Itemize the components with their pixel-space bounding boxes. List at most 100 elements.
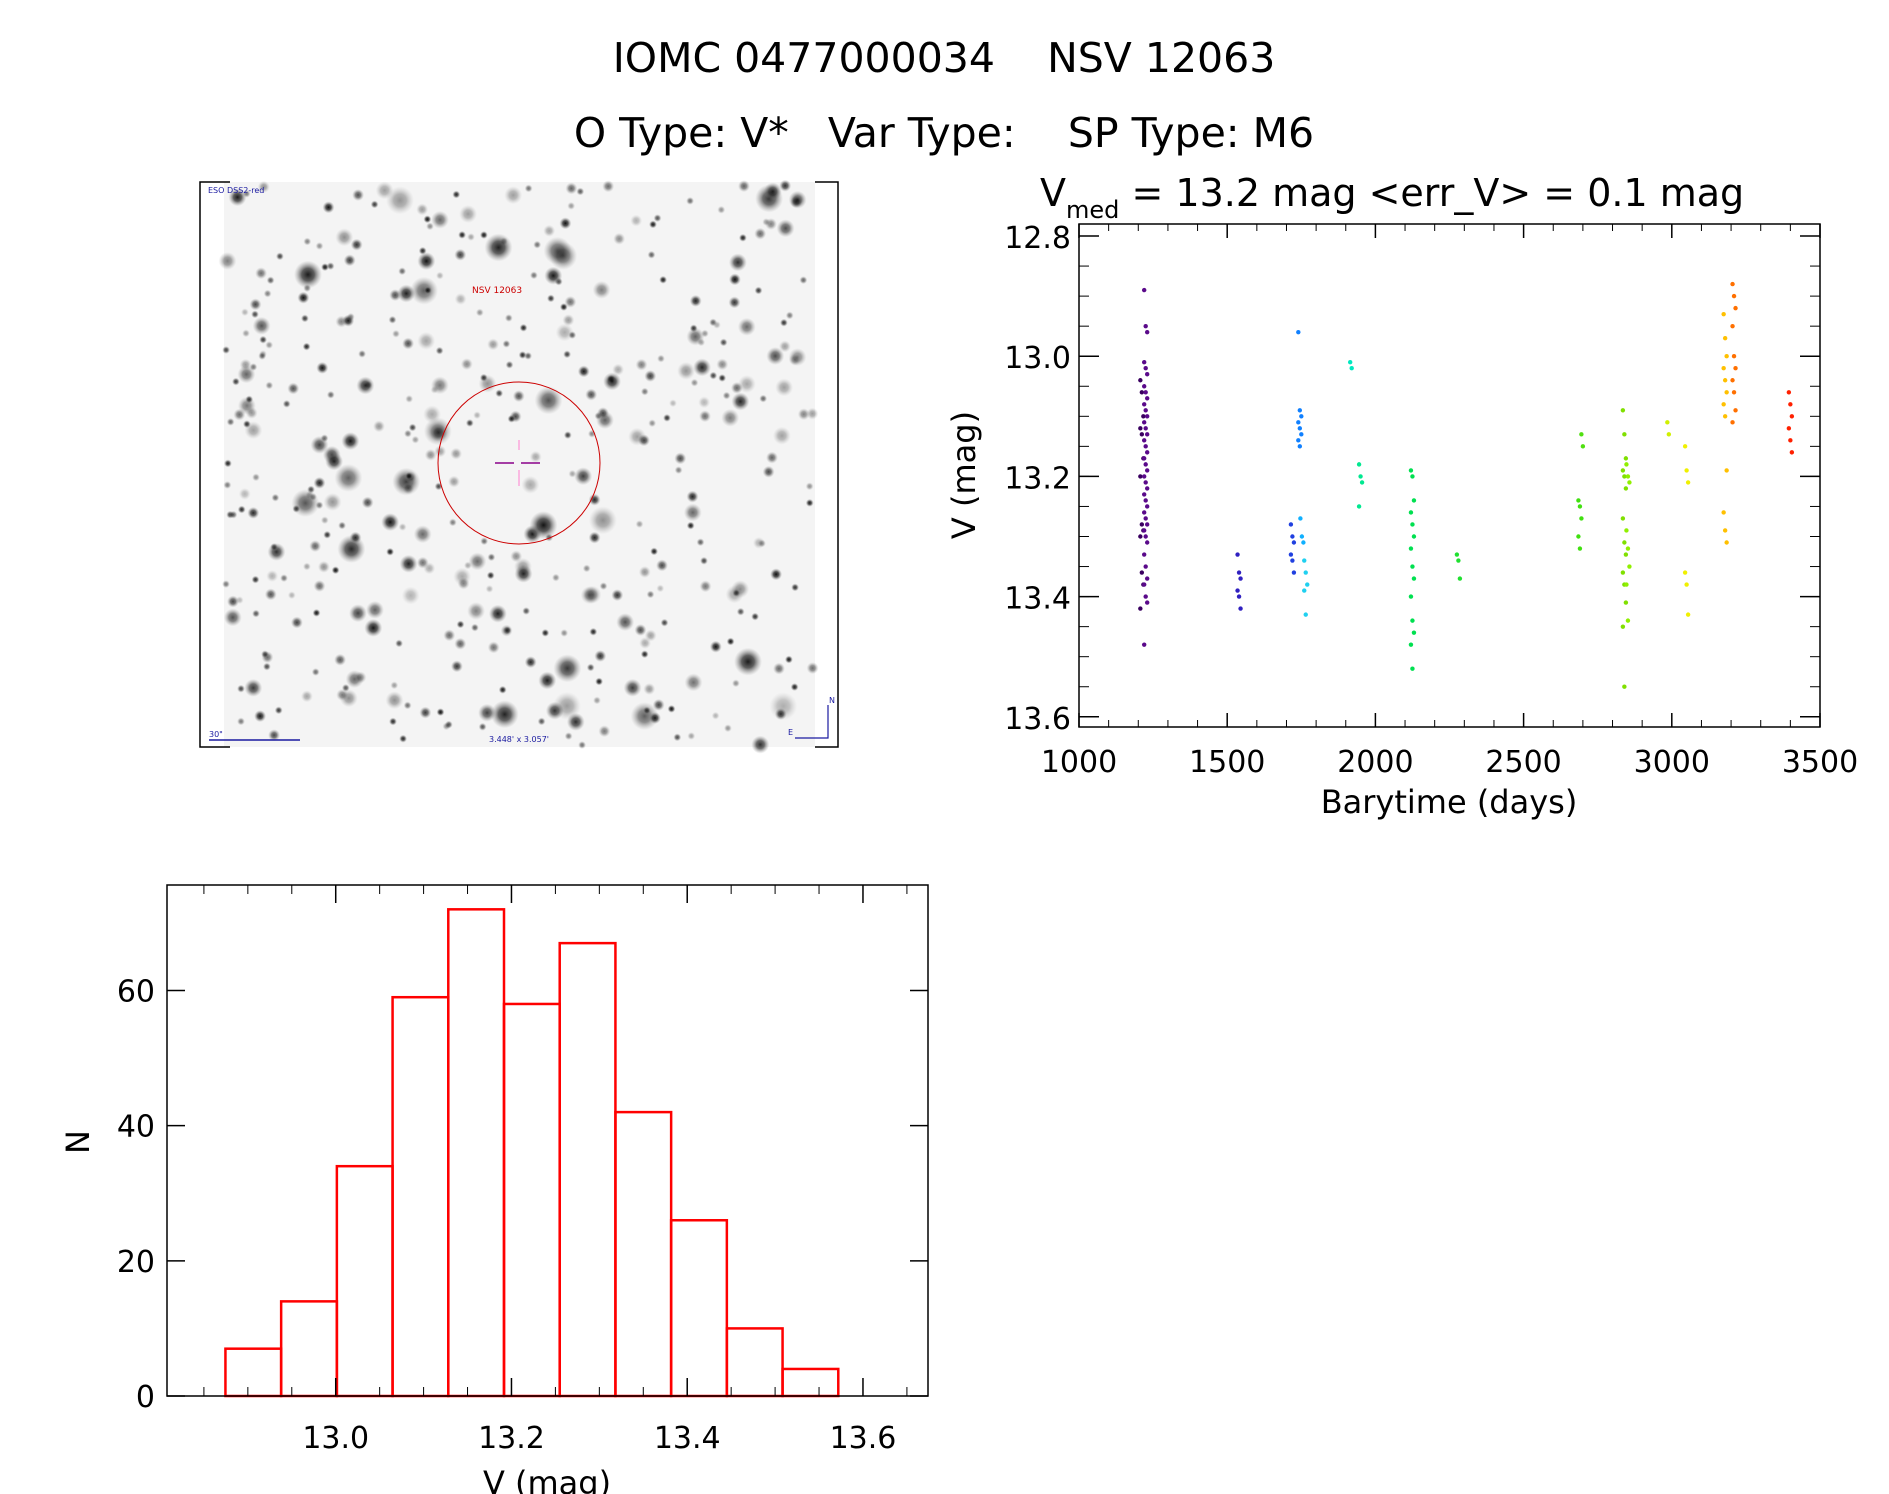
star (521, 475, 540, 494)
star (431, 210, 449, 229)
y-tick-label: 60 (117, 974, 155, 1009)
star (258, 352, 267, 360)
star (684, 673, 703, 692)
data-point (1347, 360, 1353, 365)
star (598, 725, 611, 738)
data-point (1144, 468, 1150, 473)
star (580, 586, 599, 605)
star (722, 391, 731, 400)
y-tick-label: 13.4 (1004, 582, 1071, 617)
star (689, 294, 702, 307)
star (524, 184, 533, 193)
x-tick-label: 3500 (1782, 745, 1858, 780)
data-point (1305, 582, 1310, 587)
data-point (1143, 534, 1148, 539)
svg-text:E: E (788, 728, 793, 737)
star (576, 187, 585, 196)
star (255, 267, 268, 280)
data-point (1291, 570, 1297, 575)
star (280, 574, 288, 583)
histogram-bar (725, 1327, 784, 1398)
star (290, 616, 303, 629)
data-point (1138, 474, 1143, 479)
star (320, 516, 329, 525)
star (282, 399, 291, 408)
star (762, 218, 771, 226)
data-point (1358, 474, 1363, 479)
star (635, 520, 644, 529)
star (752, 536, 765, 549)
data-point (1731, 354, 1737, 359)
star (222, 580, 230, 589)
star (218, 252, 237, 270)
data-point (1622, 540, 1627, 545)
histogram-bar (614, 1110, 673, 1398)
y-tick-label: 13.2 (1004, 461, 1071, 496)
star (426, 222, 434, 231)
star (690, 378, 699, 387)
star (644, 370, 657, 382)
histogram-bar (558, 941, 617, 1398)
data-point (1291, 540, 1297, 545)
data-point (1789, 414, 1795, 419)
data-point (1625, 474, 1631, 479)
data-point (1139, 390, 1145, 395)
star (231, 377, 240, 386)
star (731, 679, 740, 688)
star (779, 318, 788, 327)
star (313, 476, 326, 489)
data-point (1296, 438, 1301, 443)
data-point (1139, 432, 1145, 437)
star (392, 329, 400, 338)
star (263, 289, 272, 298)
star (778, 340, 791, 353)
data-point (1620, 516, 1626, 521)
light-curve-ylabel: V (mag) (945, 411, 983, 539)
data-point (1623, 486, 1629, 491)
star (709, 371, 718, 380)
scale-label: 30" (209, 730, 223, 739)
data-point (1666, 432, 1672, 437)
data-point (1730, 281, 1735, 287)
star (349, 604, 367, 623)
data-point (1410, 522, 1415, 527)
histogram-bar (502, 1002, 561, 1398)
star (239, 358, 252, 371)
x-tick-label: 1000 (1041, 745, 1117, 780)
svg-text:N: N (829, 696, 835, 705)
star (738, 233, 747, 242)
star (322, 201, 335, 214)
star (716, 358, 729, 371)
data-point (1303, 612, 1308, 617)
data-point (1141, 528, 1147, 533)
star (356, 376, 375, 395)
star (326, 262, 335, 271)
star (643, 683, 656, 695)
star (563, 431, 572, 440)
star (599, 582, 608, 591)
star (352, 189, 365, 201)
star (551, 573, 560, 582)
star (736, 607, 745, 616)
star (244, 678, 263, 697)
star (568, 469, 577, 478)
data-point (1301, 540, 1306, 545)
star (805, 482, 814, 491)
star (479, 373, 488, 382)
star (589, 627, 598, 636)
star (397, 284, 416, 303)
star (435, 346, 444, 355)
star (775, 378, 794, 397)
star (268, 729, 281, 742)
star (553, 654, 582, 683)
data-point (1665, 420, 1670, 425)
star (430, 376, 449, 395)
star (245, 395, 254, 404)
star (659, 275, 668, 284)
star (699, 410, 711, 423)
data-point (1623, 456, 1629, 461)
star (448, 475, 460, 488)
data-point (1235, 588, 1240, 593)
x-tick-label: 13.0 (302, 1421, 369, 1456)
star (373, 420, 385, 433)
